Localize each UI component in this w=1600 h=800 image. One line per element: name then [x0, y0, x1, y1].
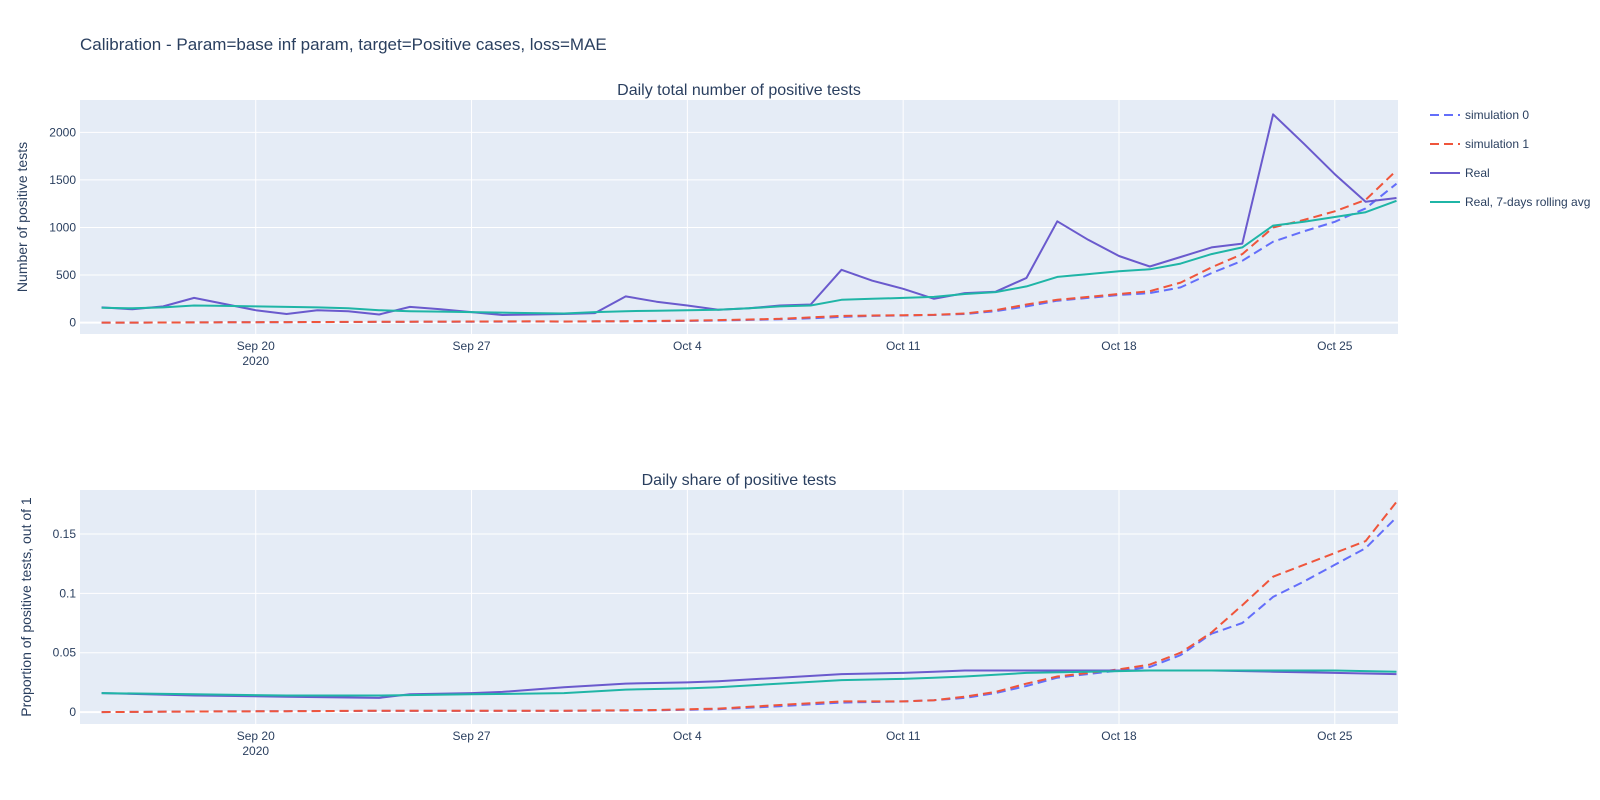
legend-label: Real — [1465, 166, 1490, 180]
subplot-title: Daily share of positive tests — [642, 472, 837, 489]
x-tick-label: Sep 20 — [237, 729, 275, 743]
x-tick-label: Oct 4 — [673, 729, 702, 743]
legend: simulation 0 simulation 1 Real Real, 7-d… — [1430, 108, 1590, 209]
x-tick-label: Oct 4 — [673, 339, 702, 353]
y-tick-label: 1500 — [49, 173, 76, 187]
x-tick-label: Oct 25 — [1317, 339, 1353, 353]
x-tick-year-label: 2020 — [242, 744, 269, 758]
series-layer — [101, 501, 1398, 714]
legend-label: simulation 1 — [1465, 137, 1529, 151]
x-tick-label: Sep 27 — [453, 729, 491, 743]
y-tick-label: 1000 — [49, 220, 76, 234]
series-line-real-7-days-rolling-avg — [101, 669, 1397, 697]
legend-item-real[interactable]: Real — [1430, 166, 1490, 180]
y-tick-label: 2000 — [49, 125, 76, 139]
x-tick-label: Sep 20 — [237, 339, 275, 353]
x-tick-label: Oct 18 — [1101, 339, 1137, 353]
legend-label: simulation 0 — [1465, 108, 1529, 122]
plot-area — [80, 100, 1398, 334]
y-tick-label: 0 — [69, 316, 76, 330]
y-tick-label: 0 — [69, 705, 76, 719]
series-line-real-7-days-rolling-avg — [101, 199, 1397, 315]
legend-item-real-rolling-avg[interactable]: Real, 7-days rolling avg — [1430, 195, 1590, 209]
y-tick-label: 500 — [56, 268, 76, 282]
series-line-simulation-1 — [101, 169, 1398, 324]
x-tick-label: Sep 27 — [453, 339, 491, 353]
legend-item-simulation-0[interactable]: simulation 0 — [1430, 108, 1529, 122]
subplot-title: Daily total number of positive tests — [617, 82, 861, 99]
x-tick-label: Oct 11 — [886, 729, 921, 743]
plot-area — [80, 490, 1398, 724]
y-tick-label: 0.15 — [53, 527, 77, 541]
x-tick-label: Oct 18 — [1101, 729, 1137, 743]
x-tick-label: Oct 11 — [886, 339, 921, 353]
figure-title: Calibration - Param=base inf param, targ… — [80, 35, 607, 54]
legend-label: Real, 7-days rolling avg — [1465, 195, 1590, 209]
y-axis-title: Proportion of positive tests, out of 1 — [18, 497, 34, 717]
x-tick-year-label: 2020 — [242, 354, 269, 368]
series-layer — [101, 113, 1398, 324]
gridlines — [80, 100, 1398, 334]
legend-item-simulation-1[interactable]: simulation 1 — [1430, 137, 1529, 151]
y-tick-label: 0.05 — [53, 646, 77, 660]
x-tick-label: Oct 25 — [1317, 729, 1353, 743]
y-axis-title: Number of positive tests — [14, 142, 30, 292]
y-tick-label: 0.1 — [59, 586, 76, 600]
series-line-simulation-1 — [101, 501, 1398, 714]
